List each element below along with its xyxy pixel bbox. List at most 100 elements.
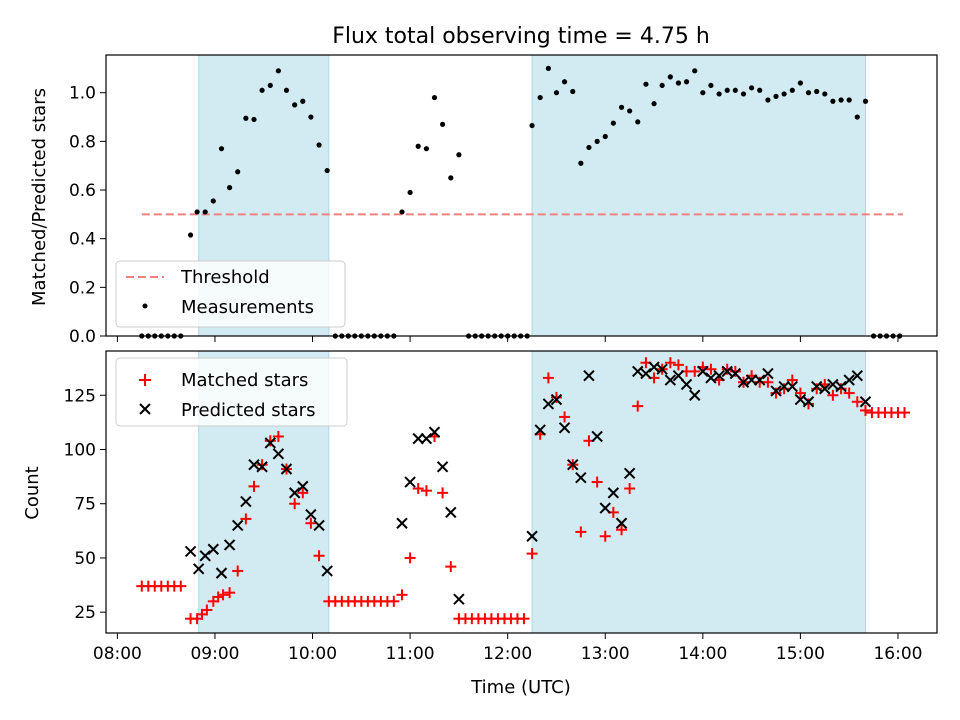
legend-measurements-label: Measurements [181,297,314,318]
matched-point [212,591,224,603]
matched-point [175,580,187,592]
matched-point [786,374,798,386]
measurement-point [683,79,690,85]
measurement-point [283,87,290,93]
matched-point [388,595,400,607]
predicted-point [445,506,457,519]
legend-threshold-label: Threshold [180,267,270,288]
y-tick-label: 0.4 [69,230,96,250]
measurement-point [610,120,616,126]
ratio-legend-box [115,260,346,328]
predicted-point [280,463,293,475]
predicted-point [689,389,701,401]
predicted-point [680,378,693,391]
predicted-point [550,393,563,406]
measurement-point [781,91,787,97]
matched-point [672,359,684,371]
legend-measurements-swatch [142,303,148,309]
series-measurements [139,65,903,339]
predicted-point [835,380,847,393]
x-tick-label: 11:00 [386,644,435,664]
measurement-point [275,68,281,74]
predicted-point [558,422,571,434]
series-predicted-stars [184,361,872,605]
series-matched-stars [136,357,911,625]
measurement-point [586,144,592,151]
measurement-point [740,91,747,97]
predicted-point [248,458,260,471]
measurement-point [822,91,828,97]
measurement-point [838,97,844,103]
predicted-point [705,372,717,384]
predicted-point [737,376,750,388]
predicted-point [819,383,831,395]
measurement-point [814,88,820,95]
predicted-point [607,487,620,499]
matched-point [445,561,457,573]
predicted-point [591,430,603,443]
predicted-point [794,393,807,406]
measurement-point [708,82,714,89]
measurement-point [716,91,722,97]
measurement-point [243,115,249,121]
matched-point [313,550,325,562]
measurement-point [643,81,649,87]
matched-point [827,389,839,401]
predicted-point [827,378,839,391]
y-tick-label: 0.6 [69,181,96,201]
predicted-point [648,361,660,373]
x-tick-label: 10:00 [288,644,337,664]
observing-band-1 [531,350,866,634]
measurement-point [797,80,803,86]
measurement-point [187,232,194,238]
predicted-point [713,370,725,382]
predicted-point [583,370,595,382]
measurement-point [439,121,446,127]
predicted-point [770,385,782,397]
predicted-point [192,563,205,575]
matched-point [412,483,424,495]
measurement-point [202,209,208,215]
predicted-point [231,519,244,532]
predicted-point [802,396,815,408]
measurement-point [537,94,543,101]
y-tick-label: 75 [74,495,96,515]
matched-point [305,517,317,529]
predicted-point [575,471,587,484]
predicted-point [184,545,197,558]
legend-matched-swatch [139,374,151,386]
predicted-point [567,458,579,471]
predicted-point [396,517,408,529]
predicted-point [615,517,628,529]
matched-point [811,383,823,395]
measurement-point [259,87,265,93]
measurement-point [765,97,771,103]
matched-point [859,404,871,416]
measurement-point [675,80,682,86]
measurement-point [749,85,755,91]
x-tick-label: 12:00 [483,644,532,664]
predicted-point [762,367,774,380]
measurement-point [659,82,665,89]
matched-point [705,363,717,375]
predicted-point [272,448,285,460]
matched-point [762,376,774,388]
measurement-point [415,143,421,149]
measurement-point [529,122,535,129]
matched-point [843,387,855,399]
y-tick-label: 0.0 [69,327,96,347]
measurement-point [194,209,200,215]
matched-point [559,411,571,423]
matched-point [575,526,587,538]
measurement-point [267,82,273,89]
predicted-point [305,508,317,521]
predicted-point [729,367,742,380]
predicted-point [297,480,309,493]
matched-point [778,383,790,395]
measurement-point [805,90,812,96]
count-legend-box [115,357,348,427]
measurement-point [618,104,625,110]
measurement-point [423,146,430,152]
predicted-point [412,432,424,445]
